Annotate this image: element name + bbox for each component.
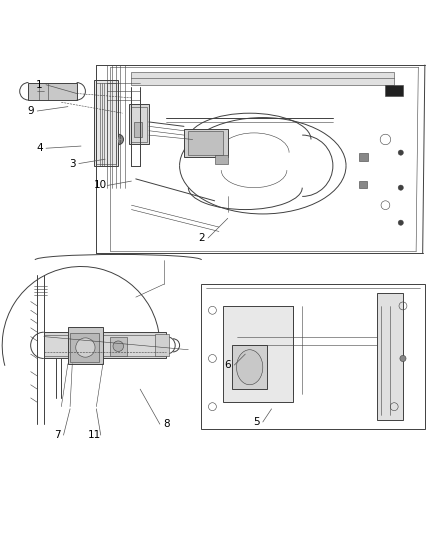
Bar: [359, 181, 367, 188]
Text: 1: 1: [36, 80, 43, 90]
Bar: [94, 80, 118, 166]
Bar: [201, 284, 425, 429]
Bar: [131, 107, 147, 142]
Text: 11: 11: [88, 430, 101, 440]
Bar: [188, 131, 223, 155]
Text: 6: 6: [224, 360, 231, 370]
Ellipse shape: [237, 350, 263, 385]
Bar: [28, 83, 77, 100]
Text: 4: 4: [36, 143, 43, 154]
Bar: [44, 335, 166, 356]
Text: 5: 5: [253, 417, 260, 427]
Circle shape: [398, 220, 403, 225]
Bar: [129, 104, 149, 144]
Bar: [385, 85, 403, 96]
Bar: [68, 327, 103, 364]
Bar: [70, 333, 99, 361]
Circle shape: [400, 356, 406, 361]
Bar: [155, 334, 169, 356]
Text: 10: 10: [94, 181, 107, 190]
Text: 8: 8: [163, 419, 170, 429]
Circle shape: [398, 150, 403, 155]
Circle shape: [113, 134, 124, 145]
Text: 3: 3: [69, 159, 76, 168]
Text: 7: 7: [53, 430, 60, 440]
Bar: [44, 332, 166, 359]
Bar: [184, 128, 228, 157]
Bar: [215, 155, 228, 164]
Text: 2: 2: [198, 233, 205, 243]
Bar: [131, 71, 394, 85]
Bar: [377, 293, 403, 420]
Bar: [232, 345, 267, 389]
Bar: [110, 336, 127, 356]
Circle shape: [113, 341, 124, 351]
Circle shape: [76, 338, 95, 357]
Text: 9: 9: [27, 106, 34, 116]
Bar: [223, 306, 293, 402]
Bar: [96, 83, 116, 164]
Circle shape: [398, 185, 403, 190]
Bar: [359, 154, 368, 161]
Bar: [134, 122, 142, 138]
